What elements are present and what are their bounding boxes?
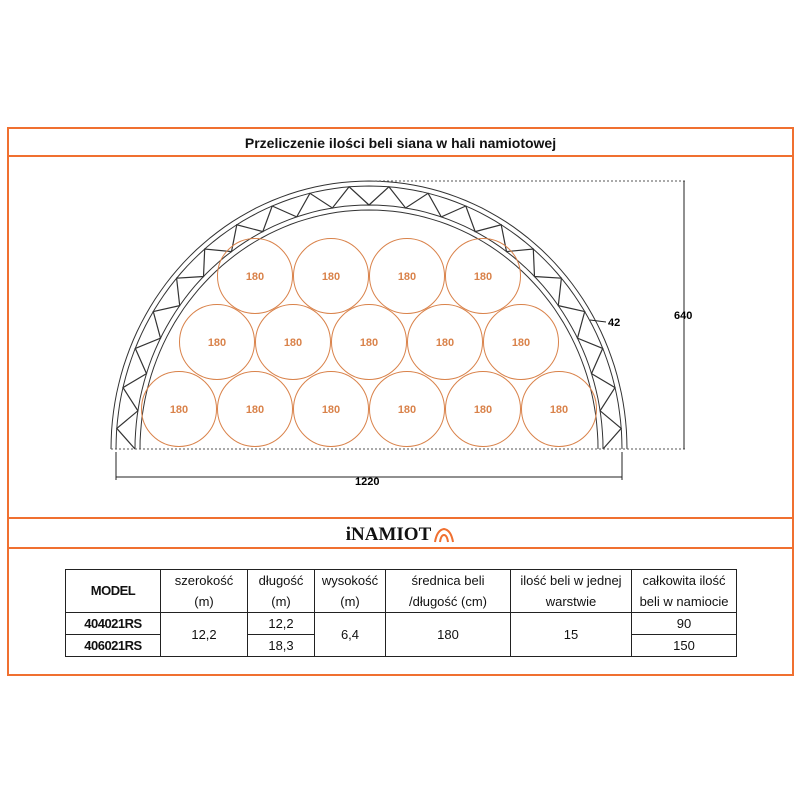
width-label: 1220: [355, 476, 379, 488]
bale-diameter-label: 180: [208, 337, 226, 349]
table-row: 404021RS 12,2 12,2 6,4 180 15 90: [65, 612, 737, 657]
hay-bale: 180: [445, 371, 521, 447]
model-cell: 406021RS: [65, 634, 161, 657]
hay-bale: 180: [293, 371, 369, 447]
bale-diameter-label: 180: [474, 404, 492, 416]
model-cell: 404021RS: [65, 612, 161, 635]
bales: 180 180 180 180 180 180 180 180 180 180 180 180 180 1…: [141, 238, 597, 447]
truss-dimension: 42: [589, 317, 620, 329]
header-length: długość: [247, 569, 315, 591]
table-header-row: MODEL szerokość długość wysokość średnic…: [65, 569, 737, 613]
logo-text: iNAMIOT: [345, 524, 432, 545]
tent-cross-section-diagram: 180 180 180 180 180 180 180 180 180 180 180 180 180 1…: [110, 180, 692, 488]
models-table: MODEL szerokość długość wysokość średnic…: [65, 569, 737, 657]
bale-diameter-label: 180: [284, 337, 302, 349]
header-height: wysokość: [314, 569, 386, 591]
hay-bale: 180: [293, 238, 369, 314]
bale-diameter-label: 180: [246, 271, 264, 283]
bale-diameter-label: 180: [512, 337, 530, 349]
divider: [9, 547, 792, 549]
header-layer: ilość beli w jednej: [510, 569, 632, 591]
hay-bale: 180: [369, 238, 445, 314]
total-cell: 90: [631, 612, 737, 635]
header-layer-unit: warstwie: [510, 591, 632, 613]
table-row: 406021RS 18,3 150: [65, 634, 737, 657]
hay-bale: 180: [331, 304, 407, 380]
truss-label: 42: [608, 317, 620, 329]
bale-diameter-label: 180: [322, 404, 340, 416]
bale-diameter-label: 180: [360, 337, 378, 349]
header-width: szerokość: [160, 569, 248, 591]
divider: [9, 155, 792, 157]
diameter-cell: 180: [385, 612, 511, 657]
height-label: 640: [674, 310, 692, 322]
divider: [9, 517, 792, 519]
hay-bale: 180: [255, 304, 331, 380]
header-length-unit: (m): [247, 591, 315, 613]
bale-diameter-label: 180: [322, 271, 340, 283]
layer-cell: 15: [510, 612, 632, 657]
header-diameter-unit: /długość (cm): [385, 591, 511, 613]
arch-truss: [110, 180, 628, 450]
hay-bale: 180: [217, 238, 293, 314]
header-height-unit: (m): [314, 591, 386, 613]
header-total-unit: beli w namiocie: [631, 591, 737, 613]
document-frame: Przeliczenie ilości beli siana w hali na…: [7, 127, 794, 676]
hay-bale: 180: [407, 304, 483, 380]
hay-bale: 180: [445, 238, 521, 314]
hay-bale: 180: [521, 371, 597, 447]
hay-bale: 180: [141, 371, 217, 447]
hay-bale: 180: [369, 371, 445, 447]
bale-diameter-label: 180: [246, 404, 264, 416]
tent-logo-icon: [434, 527, 455, 543]
total-cell: 150: [631, 634, 737, 657]
bale-diameter-label: 180: [474, 271, 492, 283]
page-title: Przeliczenie ilości beli siana w hali na…: [244, 135, 557, 151]
header-model: MODEL: [65, 569, 161, 613]
hay-bale: 180: [179, 304, 255, 380]
bale-diameter-label: 180: [550, 404, 568, 416]
width-cell: 12,2: [160, 612, 248, 657]
height-cell: 6,4: [314, 612, 386, 657]
header-width-unit: (m): [160, 591, 248, 613]
hay-bale: 180: [483, 304, 559, 380]
bale-diameter-label: 180: [398, 404, 416, 416]
header-diameter: średnica beli: [385, 569, 511, 591]
width-dimension: 1220: [115, 452, 623, 488]
bale-diameter-label: 180: [398, 271, 416, 283]
logo: iNAMIOT: [9, 520, 792, 548]
height-dimension: 640: [375, 180, 692, 450]
bale-diameter-label: 180: [170, 404, 188, 416]
bale-diameter-label: 180: [436, 337, 454, 349]
hay-bale: 180: [217, 371, 293, 447]
truss-web: [115, 185, 623, 450]
header-total: całkowita ilość: [631, 569, 737, 591]
length-cell: 18,3: [247, 634, 315, 657]
length-cell: 12,2: [247, 612, 315, 635]
